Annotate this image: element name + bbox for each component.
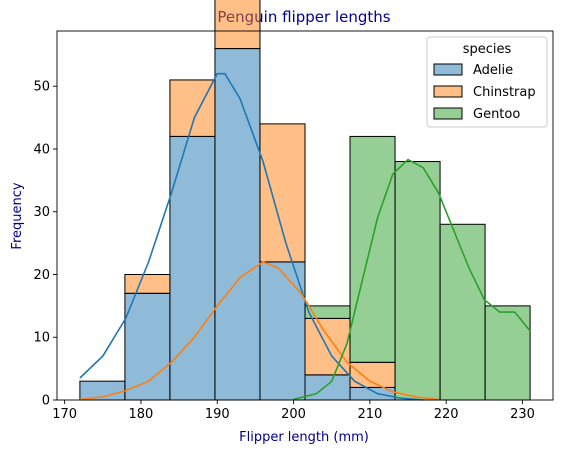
y-tick-label-20: 20	[33, 268, 50, 283]
legend-swatch-gentoo	[433, 107, 463, 120]
bar-chinstrap-bin-6	[349, 361, 396, 388]
y-tick-label-50: 50	[33, 80, 50, 95]
x-tick-label-170: 170	[52, 407, 77, 422]
y-tick-label-30: 30	[33, 205, 50, 220]
kde-adelie-line	[79, 72, 424, 401]
legend-swatch-adelie	[433, 63, 463, 76]
chart-title: Penguin flipper lengths	[217, 8, 390, 26]
plot-frame	[56, 30, 554, 401]
bar-chinstrap-bin-4	[259, 123, 306, 263]
y-axis-label: Frequency	[10, 182, 25, 249]
bar-gentoo-bin-9	[484, 305, 531, 401]
y-tick-label-10: 10	[33, 331, 50, 346]
x-tick-label-200: 200	[281, 407, 306, 422]
histogram-bars	[79, 0, 531, 401]
bar-adelie-bin-5	[304, 374, 351, 401]
legend-label-adelie: Adelie	[473, 63, 513, 78]
bar-chinstrap-bin-1	[124, 273, 171, 294]
bar-gentoo-bin-7	[394, 161, 441, 401]
legend-box	[426, 36, 548, 128]
legend-title: species	[463, 42, 512, 57]
x-tick-label-210: 210	[357, 407, 382, 422]
legend-label-chinstrap: Chinstrap	[473, 85, 536, 100]
bar-chinstrap-bin-2	[169, 79, 216, 137]
x-tick-label-190: 190	[205, 407, 230, 422]
legend-label-gentoo: Gentoo	[473, 107, 520, 122]
kde-gentoo-line	[293, 158, 531, 401]
kde-curves	[79, 72, 531, 401]
kde-chinstrap-line	[79, 260, 439, 401]
x-axis-ticks: 170 180 190 200 210 220 230	[52, 400, 535, 422]
y-axis-ticks: 0 10 20 30 40 50	[33, 80, 57, 409]
x-tick-label-180: 180	[129, 407, 154, 422]
legend-swatch-chinstrap	[433, 85, 463, 98]
x-tick-label-220: 220	[434, 407, 459, 422]
x-axis-label: Flipper length (mm)	[239, 430, 369, 445]
legend: species Adelie Chinstrap Gentoo	[426, 36, 548, 128]
bar-gentoo-bin-6	[349, 135, 396, 363]
bar-chinstrap-bin-3	[214, 0, 261, 50]
bar-adelie-bin-1	[124, 292, 171, 401]
y-tick-label-0: 0	[42, 394, 50, 409]
y-tick-label-40: 40	[33, 142, 50, 157]
bar-adelie-bin-3	[214, 48, 261, 401]
x-tick-label-230: 230	[510, 407, 535, 422]
